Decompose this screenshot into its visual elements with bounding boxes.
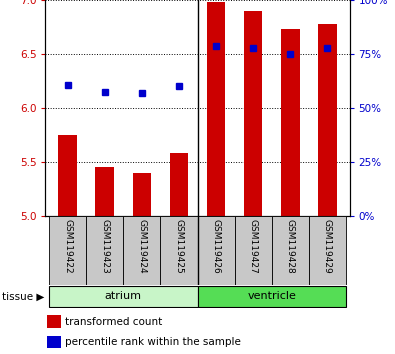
- Bar: [198, 286, 346, 307]
- Text: GSM119428: GSM119428: [286, 219, 295, 274]
- Text: GSM119429: GSM119429: [323, 219, 332, 274]
- Text: GSM119425: GSM119425: [175, 219, 183, 274]
- Bar: [207, 2, 225, 216]
- Bar: [47, 315, 61, 328]
- Text: ventricle: ventricle: [247, 291, 296, 301]
- Bar: [47, 336, 61, 348]
- Bar: [244, 11, 262, 216]
- Bar: [170, 153, 188, 216]
- Text: GSM119426: GSM119426: [212, 219, 220, 274]
- Text: transformed count: transformed count: [65, 317, 162, 327]
- Bar: [281, 29, 299, 216]
- Bar: [309, 216, 346, 285]
- Bar: [49, 216, 86, 285]
- Bar: [318, 24, 337, 216]
- Bar: [96, 167, 114, 216]
- Bar: [86, 216, 123, 285]
- Text: GSM119427: GSM119427: [248, 219, 258, 274]
- Bar: [235, 216, 272, 285]
- Text: GSM119423: GSM119423: [100, 219, 109, 274]
- Text: tissue ▶: tissue ▶: [2, 291, 44, 302]
- Bar: [49, 286, 198, 307]
- Bar: [133, 173, 151, 216]
- Bar: [123, 216, 160, 285]
- Text: GSM119422: GSM119422: [63, 219, 72, 274]
- Text: percentile rank within the sample: percentile rank within the sample: [65, 337, 241, 347]
- Bar: [272, 216, 309, 285]
- Bar: [160, 216, 198, 285]
- Text: atrium: atrium: [105, 291, 142, 301]
- Bar: [58, 135, 77, 216]
- Text: GSM119424: GSM119424: [137, 219, 147, 274]
- Bar: [198, 216, 235, 285]
